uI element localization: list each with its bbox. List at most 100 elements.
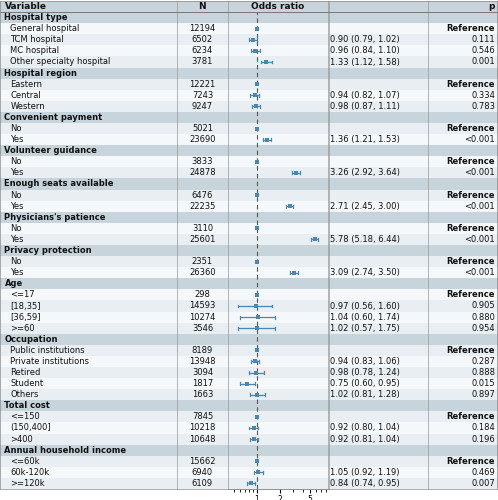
Bar — [228, 312, 328, 322]
Text: Annual household income: Annual household income — [4, 446, 126, 454]
Text: 0.001: 0.001 — [472, 58, 495, 66]
Text: Yes: Yes — [10, 235, 24, 244]
Text: No: No — [10, 124, 22, 133]
Bar — [228, 101, 328, 112]
Text: 10648: 10648 — [189, 434, 216, 444]
Text: 6502: 6502 — [192, 36, 213, 44]
Text: 1.04 (0.60, 1.74): 1.04 (0.60, 1.74) — [330, 312, 399, 322]
Text: p: p — [489, 2, 495, 11]
Text: Private institutions: Private institutions — [10, 357, 90, 366]
Text: Reference: Reference — [447, 224, 495, 233]
Text: 10218: 10218 — [189, 424, 216, 432]
Text: 5021: 5021 — [192, 124, 213, 133]
Text: 0.98 (0.78, 1.24): 0.98 (0.78, 1.24) — [330, 368, 399, 377]
Text: 0.97 (0.56, 1.60): 0.97 (0.56, 1.60) — [330, 302, 399, 310]
Text: 6234: 6234 — [192, 46, 213, 56]
Text: >400: >400 — [10, 434, 33, 444]
Bar — [228, 223, 328, 234]
Text: No: No — [10, 158, 22, 166]
Text: Public institutions: Public institutions — [10, 346, 85, 355]
Text: Variable: Variable — [4, 2, 46, 11]
Text: 0.96 (0.84, 1.10): 0.96 (0.84, 1.10) — [330, 46, 399, 56]
Text: <0.001: <0.001 — [465, 135, 495, 144]
Text: Yes: Yes — [10, 202, 24, 210]
Text: Reference: Reference — [447, 457, 495, 466]
Bar — [228, 267, 328, 278]
Text: Eastern: Eastern — [10, 80, 42, 88]
Text: <=150: <=150 — [10, 412, 40, 422]
Text: 0.287: 0.287 — [471, 357, 495, 366]
Text: 60k-120k: 60k-120k — [10, 468, 50, 477]
Bar — [228, 256, 328, 267]
Text: No: No — [10, 224, 22, 233]
Bar — [228, 90, 328, 101]
Text: >=60: >=60 — [10, 324, 35, 332]
Bar — [228, 456, 328, 467]
Text: 6476: 6476 — [192, 190, 213, 200]
Text: Odds ratio: Odds ratio — [251, 2, 304, 11]
Text: 1.33 (1.12, 1.58): 1.33 (1.12, 1.58) — [330, 58, 399, 66]
Text: 0.90 (0.79, 1.02): 0.90 (0.79, 1.02) — [330, 36, 399, 44]
Text: Convenient payment: Convenient payment — [4, 113, 103, 122]
Text: General hospital: General hospital — [10, 24, 80, 33]
Bar — [228, 322, 328, 334]
Text: 0.007: 0.007 — [471, 479, 495, 488]
Text: Physicians's patience: Physicians's patience — [4, 213, 106, 222]
Bar — [228, 467, 328, 478]
Text: Others: Others — [10, 390, 39, 399]
Bar — [228, 34, 328, 46]
Text: <=60k: <=60k — [10, 457, 40, 466]
Text: Reference: Reference — [447, 190, 495, 200]
Text: 24878: 24878 — [189, 168, 216, 177]
Bar — [228, 234, 328, 245]
Bar — [228, 56, 328, 68]
Text: 12221: 12221 — [189, 80, 216, 88]
Text: 0.880: 0.880 — [471, 312, 495, 322]
Text: Reference: Reference — [447, 124, 495, 133]
Bar — [228, 478, 328, 489]
Text: 0.954: 0.954 — [472, 324, 495, 332]
Text: 298: 298 — [195, 290, 210, 300]
Bar — [228, 278, 328, 289]
Text: 10274: 10274 — [189, 312, 216, 322]
Text: 0.783: 0.783 — [471, 102, 495, 111]
Bar — [228, 78, 328, 90]
Bar — [228, 168, 328, 178]
Bar — [228, 290, 328, 300]
Text: <0.001: <0.001 — [465, 202, 495, 210]
Bar — [228, 145, 328, 156]
Text: 13948: 13948 — [189, 357, 216, 366]
Text: Enough seats available: Enough seats available — [4, 180, 114, 188]
Text: <0.001: <0.001 — [465, 168, 495, 177]
Text: 5.78 (5.18, 6.44): 5.78 (5.18, 6.44) — [330, 235, 400, 244]
Bar — [228, 412, 328, 422]
Text: 8189: 8189 — [192, 346, 213, 355]
Bar — [228, 123, 328, 134]
Bar — [228, 245, 328, 256]
Text: <=17: <=17 — [10, 290, 35, 300]
Text: 1.05 (0.92, 1.19): 1.05 (0.92, 1.19) — [330, 468, 399, 477]
Bar — [228, 444, 328, 456]
Text: Volunteer guidance: Volunteer guidance — [4, 146, 97, 155]
Text: >=120k: >=120k — [10, 479, 45, 488]
Text: Privacy protection: Privacy protection — [4, 246, 92, 255]
Bar — [228, 156, 328, 168]
Text: 0.92 (0.80, 1.04): 0.92 (0.80, 1.04) — [330, 424, 399, 432]
Bar — [228, 367, 328, 378]
Text: Reference: Reference — [447, 412, 495, 422]
Text: 0.184: 0.184 — [471, 424, 495, 432]
Text: <0.001: <0.001 — [465, 235, 495, 244]
Bar — [228, 12, 328, 23]
Text: Student: Student — [10, 379, 44, 388]
Bar — [228, 200, 328, 211]
Text: Other specialty hospital: Other specialty hospital — [10, 58, 111, 66]
Text: (150,400]: (150,400] — [10, 424, 51, 432]
Text: 22235: 22235 — [189, 202, 216, 210]
Text: 0.75 (0.60, 0.95): 0.75 (0.60, 0.95) — [330, 379, 399, 388]
Text: Reference: Reference — [447, 257, 495, 266]
Text: 1.02 (0.57, 1.75): 1.02 (0.57, 1.75) — [330, 324, 399, 332]
Text: 0.92 (0.81, 1.04): 0.92 (0.81, 1.04) — [330, 434, 399, 444]
Text: [18,35]: [18,35] — [10, 302, 41, 310]
Bar — [228, 112, 328, 123]
Bar — [228, 212, 328, 223]
